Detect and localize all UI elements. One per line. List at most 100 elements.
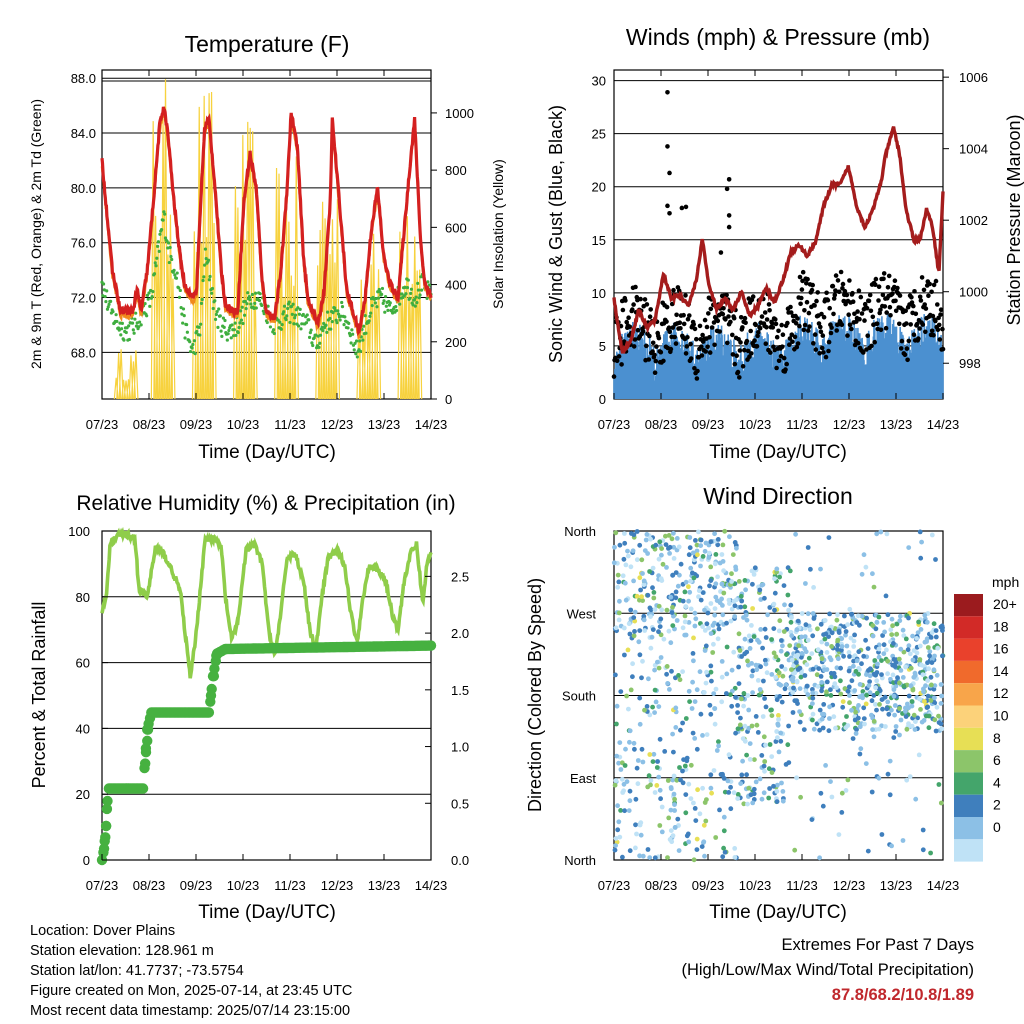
direction-point: [671, 791, 677, 797]
direction-point: [751, 634, 757, 639]
direction-point: [790, 690, 796, 696]
direction-point: [885, 771, 891, 777]
dewpoint-point: [238, 321, 242, 325]
gust-point: [909, 300, 915, 305]
direction-point: [746, 785, 752, 791]
direction-point: [886, 711, 892, 717]
direction-point: [814, 672, 820, 678]
direction-point: [795, 618, 801, 624]
gust-point: [756, 330, 761, 335]
x-tick-label: 09/23: [180, 878, 213, 893]
direction-point: [775, 722, 781, 728]
gust-point: [858, 294, 864, 300]
legend-swatch: [954, 660, 983, 684]
dewpoint-point: [175, 271, 179, 275]
dewpoint-point: [361, 338, 365, 342]
dewpoint-point: [107, 302, 111, 306]
direction-point: [729, 688, 735, 694]
direction-point: [657, 624, 663, 629]
direction-point: [906, 693, 912, 699]
direction-point: [910, 633, 915, 639]
gust-point: [666, 325, 672, 331]
direction-point: [720, 559, 726, 564]
x-tick-label: 11/23: [274, 417, 306, 432]
direction-point: [929, 630, 935, 635]
direction-point: [647, 855, 653, 860]
direction-point: [692, 623, 698, 629]
direction-point: [620, 854, 625, 860]
gust-point: [707, 335, 712, 340]
direction-point: [757, 776, 763, 782]
direction-point: [618, 808, 623, 813]
y-tick-label: 0: [83, 853, 90, 868]
direction-point: [918, 555, 924, 561]
direction-point: [810, 690, 816, 696]
direction-point: [632, 746, 637, 752]
direction-point: [767, 742, 773, 747]
gust-point: [812, 303, 817, 308]
dewpoint-point: [249, 302, 253, 306]
direction-point: [936, 782, 942, 787]
direction-point: [839, 636, 845, 642]
direction-point: [692, 699, 698, 704]
direction-point: [656, 603, 662, 609]
direction-point: [724, 671, 730, 677]
dewpoint-point: [198, 333, 202, 337]
direction-point: [774, 566, 780, 572]
gust-point: [845, 333, 850, 338]
direction-point: [691, 658, 696, 664]
dewpoint-point: [156, 240, 160, 244]
direction-point: [728, 618, 734, 624]
direction-point: [613, 843, 618, 848]
direction-point: [819, 688, 824, 694]
direction-point: [774, 697, 780, 703]
dewpoint-point: [105, 307, 110, 311]
gust-point: [903, 308, 908, 314]
direction-point: [707, 583, 712, 589]
direction-point: [810, 717, 815, 723]
dewpoint-point: [177, 286, 181, 290]
direction-point: [884, 647, 889, 653]
direction-point: [922, 612, 928, 618]
direction-point: [846, 668, 852, 674]
gust-point: [726, 177, 732, 182]
x-tick-label: 14/23: [415, 878, 448, 893]
direction-point: [835, 642, 840, 648]
direction-point: [654, 783, 660, 788]
gust-point: [623, 298, 628, 303]
dewpoint-point: [173, 273, 177, 277]
direction-point: [781, 629, 787, 634]
winds-pressure-panel: Winds (mph) & Pressure (mb) 051015202530…: [546, 24, 1024, 463]
direction-point: [637, 721, 643, 727]
direction-point: [872, 658, 878, 663]
direction-point: [925, 678, 930, 683]
direction-point: [722, 528, 728, 534]
direction-point: [685, 831, 691, 837]
direction-point: [863, 564, 869, 570]
direction-point: [919, 719, 925, 725]
direction-point: [815, 647, 821, 653]
direction-point: [698, 543, 704, 548]
y-axis-label: Direction (Colored By Speed): [525, 578, 545, 812]
gust-point: [821, 350, 826, 355]
gust-point: [685, 316, 691, 322]
dewpoint-point: [168, 245, 172, 250]
gust-point: [855, 309, 860, 314]
direction-point: [670, 604, 675, 610]
dewpoint-point: [394, 305, 398, 309]
dewpoint-point: [226, 332, 230, 336]
direction-point: [776, 749, 782, 755]
direction-point: [913, 719, 918, 724]
direction-point: [932, 695, 937, 701]
direction-point: [789, 667, 794, 672]
direction-point: [735, 726, 741, 732]
direction-point: [903, 636, 909, 642]
direction-point: [897, 680, 902, 686]
dewpoint-point: [241, 321, 245, 326]
direction-point: [665, 778, 671, 783]
dewpoint-point: [216, 325, 220, 329]
direction-point: [726, 752, 732, 758]
dewpoint-point: [252, 306, 256, 311]
direction-point: [632, 609, 638, 615]
direction-point: [855, 715, 861, 721]
